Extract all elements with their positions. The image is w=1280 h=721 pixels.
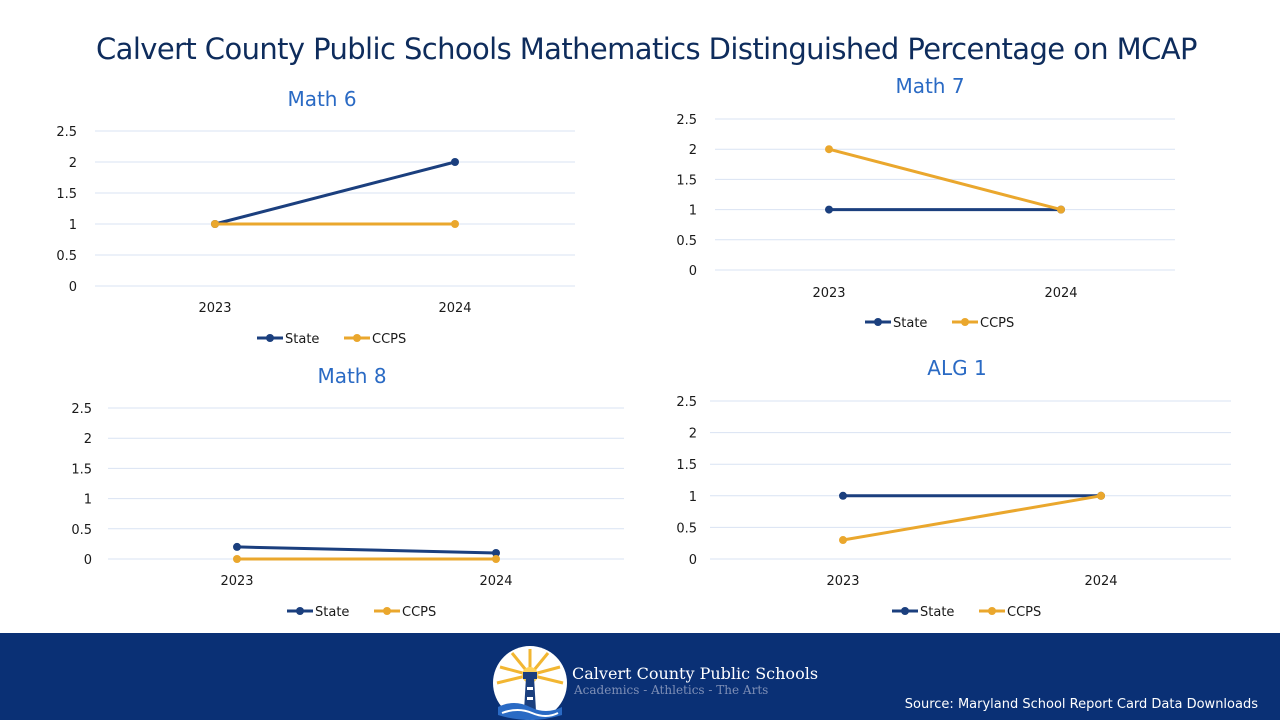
data-point-state (492, 548, 500, 557)
org-name: Calvert County Public Schools (572, 664, 819, 683)
y-tick-label: 2.5 (676, 395, 697, 410)
legend-label: CCPS (402, 605, 436, 620)
x-tick-label: 2024 (479, 574, 512, 589)
y-tick-label: 1 (84, 493, 92, 508)
y-tick-label: 2 (689, 427, 697, 442)
y-tick-label: 2.5 (71, 402, 92, 417)
y-tick-label: 0 (84, 553, 92, 568)
series-line-ccps (828, 147, 1062, 212)
y-tick-label: 1 (69, 218, 77, 233)
x-tick-label: 2024 (1084, 574, 1117, 589)
chart-title: Math 7 (895, 74, 964, 98)
legend-swatch-marker (353, 334, 361, 342)
series-line-ccps (842, 494, 1102, 542)
x-tick-label: 2023 (812, 286, 845, 301)
y-tick-label: 1.5 (676, 173, 697, 188)
data-point-ccps (1057, 205, 1065, 214)
data-point-ccps (451, 220, 459, 228)
legend-swatch-marker (874, 318, 882, 326)
legend-label: State (285, 332, 319, 347)
series-line-state (236, 545, 497, 555)
y-tick-label: 2 (689, 143, 697, 158)
y-tick-label: 0.5 (71, 523, 92, 538)
y-tick-label: 1.5 (676, 458, 697, 473)
legend-label: State (920, 605, 954, 620)
y-tick-label: 1 (689, 490, 697, 505)
y-tick-label: 2 (69, 156, 77, 171)
legend-swatch-marker (901, 607, 909, 615)
legend-swatch-marker (961, 318, 969, 326)
x-tick-label: 2024 (1044, 286, 1077, 301)
data-point-ccps (233, 555, 241, 563)
legend-label: CCPS (980, 316, 1014, 331)
legend-label: State (893, 316, 927, 331)
chart-title: Math 6 (287, 87, 356, 111)
data-point-state (451, 158, 459, 166)
x-tick-label: 2023 (220, 574, 253, 589)
legend-label: CCPS (372, 332, 406, 347)
y-tick-label: 2.5 (56, 125, 77, 140)
slide-title: Calvert County Public Schools Mathematic… (96, 32, 1197, 66)
y-tick-label: 0.5 (56, 249, 77, 264)
chart-math-8: Math 8 0 0.5 1 1.5 2 2.5 2023 2024 State CCPS (71, 364, 624, 620)
data-point-ccps (839, 536, 847, 545)
source-note: Source: Maryland School Report Card Data… (904, 697, 1258, 712)
legend-swatch-marker (383, 607, 391, 615)
data-point-state (825, 205, 833, 214)
y-tick-label: 1.5 (56, 187, 77, 202)
data-point-state (233, 542, 241, 551)
x-tick-label: 2024 (438, 301, 471, 316)
legend-swatch-marker (296, 607, 304, 615)
y-tick-label: 2 (84, 432, 92, 447)
y-tick-label: 0.5 (676, 521, 697, 536)
chart-title: ALG 1 (927, 356, 986, 380)
chart-math-6: Math 6 0 0.5 1 1.5 2 2.5 2023 2024 State CCPS (56, 87, 575, 347)
y-tick-label: 0.5 (676, 234, 697, 249)
data-point-ccps (1097, 491, 1105, 500)
x-tick-label: 2023 (826, 574, 859, 589)
legend-label: State (315, 605, 349, 620)
y-tick-label: 1 (689, 204, 697, 219)
lighthouse-logo-icon (493, 646, 567, 720)
data-point-state (839, 491, 847, 500)
chart-alg-1: ALG 1 0 0.5 1 1.5 2 2.5 2023 2024 State CCPS (676, 356, 1231, 620)
legend-label: CCPS (1007, 605, 1041, 620)
data-point-ccps (825, 145, 833, 154)
y-tick-label: 0 (689, 553, 697, 568)
legend-swatch-marker (988, 607, 996, 615)
org-tagline: Academics - Athletics - The Arts (574, 683, 769, 697)
y-tick-label: 0 (689, 264, 697, 279)
x-tick-label: 2023 (198, 301, 231, 316)
y-tick-label: 0 (69, 280, 77, 295)
series-line-state (214, 160, 456, 226)
chart-math-7: Math 7 0 0.5 1 1.5 2 2.5 2023 2024 State CCPS (676, 74, 1175, 331)
y-tick-label: 2.5 (676, 113, 697, 128)
chart-title: Math 8 (317, 364, 386, 388)
y-tick-label: 1.5 (71, 462, 92, 477)
data-point-ccps (211, 220, 219, 228)
legend-swatch-marker (266, 334, 274, 342)
data-point-ccps (492, 555, 500, 563)
footer-bar: Calvert County Public Schools Academics … (0, 633, 1280, 720)
